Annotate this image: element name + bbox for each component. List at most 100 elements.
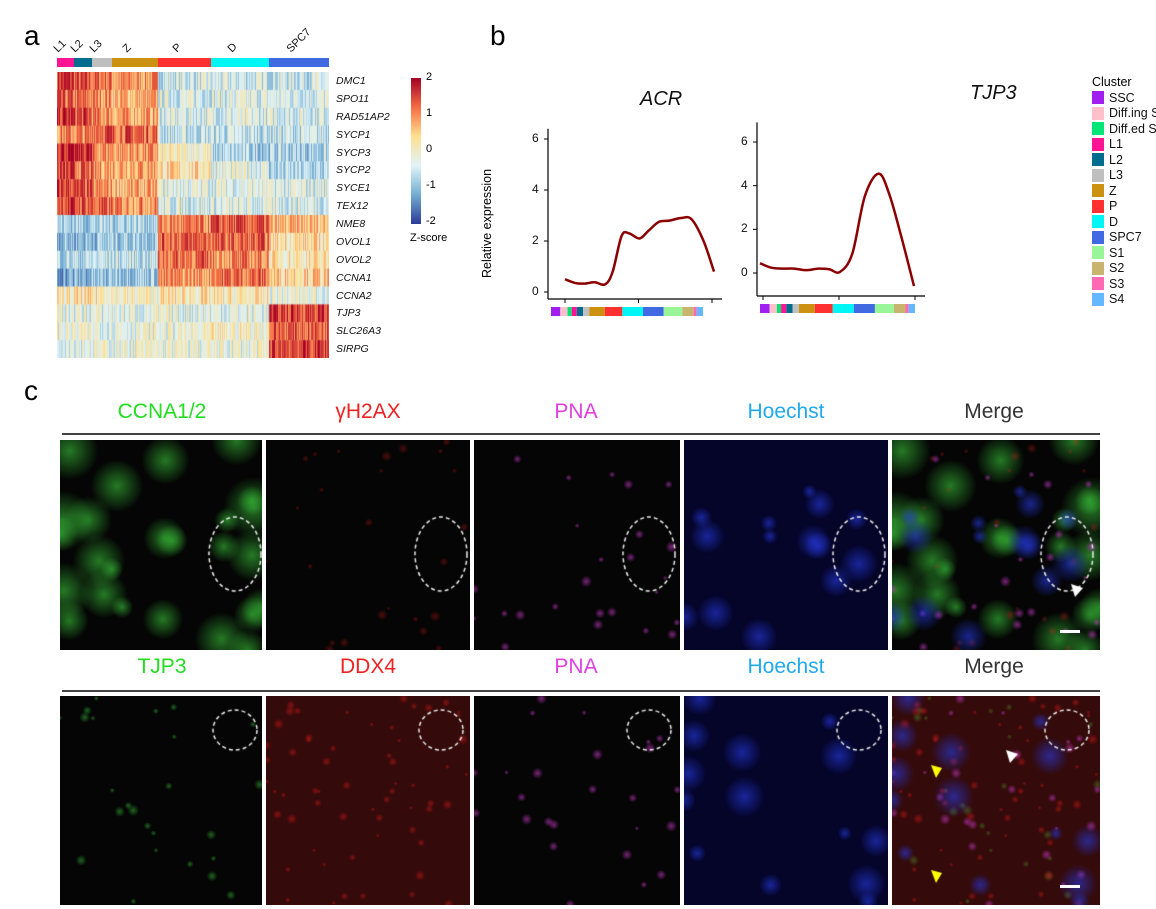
legend-label: S4 [1109, 292, 1125, 307]
chart-title-tjp3: TJP3 [970, 82, 1017, 104]
cluster-bar-spc7 [269, 58, 329, 67]
y-tick-label: 4 [741, 177, 748, 192]
cluster-strip-segment [776, 304, 782, 313]
gene-label: DMC1 [336, 75, 366, 87]
cluster-strip-segment [560, 307, 568, 316]
legend-swatch [1092, 91, 1104, 105]
cluster-bar-z [112, 58, 158, 67]
cluster-strip-segment [893, 304, 906, 313]
legend-item: Diff.ing SPG [1092, 106, 1156, 122]
cluster-strip-segment [799, 304, 815, 313]
cluster-strip-segment [786, 304, 793, 313]
micrograph-image [684, 696, 888, 905]
cluster-strip-segment [814, 304, 833, 313]
legend-swatch [1092, 122, 1104, 136]
legend-label: SPC7 [1109, 230, 1142, 245]
colorbar-title: Z-score [410, 232, 448, 244]
micrograph-image [684, 440, 888, 650]
gene-label: SIRPG [336, 343, 369, 356]
cluster-strip-segment [905, 304, 909, 313]
gene-label: SPO11 [336, 92, 370, 105]
heatmap [57, 72, 329, 358]
channel-label: PNA [554, 655, 598, 678]
micrograph-image [892, 440, 1100, 650]
y-tick-label: 6 [532, 131, 539, 145]
legend-swatch [1092, 168, 1104, 182]
legend-item: S3 [1092, 276, 1156, 292]
micrograph-merge [892, 696, 1100, 905]
legend-swatch [1092, 153, 1104, 167]
scale-bar [1060, 630, 1080, 633]
channel-label: Hoechst [747, 400, 825, 423]
gene-label: CCNA2 [336, 289, 372, 302]
micrograph-ddx4 [266, 696, 470, 905]
legend-label: S1 [1109, 245, 1125, 260]
colorbar-tick: 1 [426, 107, 433, 119]
y-tick-label: 6 [741, 134, 748, 148]
legend-item: Diff.ed SPG [1092, 121, 1156, 137]
cluster-strip-segment [853, 304, 875, 313]
micrograph-hoechst [684, 696, 888, 905]
legend-swatch [1092, 261, 1104, 275]
y-tick-label: 0 [532, 284, 539, 298]
header-divider [62, 433, 1100, 435]
legend-item: L3 [1092, 168, 1156, 184]
cluster-strip-segment [622, 307, 644, 316]
channel-label: TJP3 [137, 655, 187, 678]
cluster-strip-segment [696, 307, 703, 316]
cluster-bar-d [211, 58, 269, 67]
legend-swatch [1092, 215, 1104, 229]
expression-curve [759, 172, 916, 287]
micrograph-pna [474, 696, 680, 905]
cluster-strip-segment [663, 307, 683, 316]
cluster-strip-segment [908, 304, 915, 313]
micrograph-image [266, 696, 470, 905]
cluster-strip-segment [769, 304, 777, 313]
cluster-strip-segment [760, 304, 770, 313]
colorbar-tick: -2 [426, 215, 436, 227]
legend-swatch [1092, 292, 1104, 306]
cluster-bar-l3 [92, 58, 112, 67]
gene-label: RAD51AP2 [336, 110, 390, 123]
legend-label: L2 [1109, 152, 1123, 167]
panel-label-c: c [24, 375, 38, 406]
micrograph-h2ax [266, 440, 470, 650]
colorbar-tick: 2 [426, 71, 433, 83]
legend-item: SSC [1092, 90, 1156, 106]
micrograph-image [60, 440, 262, 650]
cluster-strip-segment [781, 304, 787, 313]
legend-swatch [1092, 230, 1104, 244]
cluster-strip-segment [576, 307, 584, 316]
channel-label: Hoechst [747, 655, 825, 678]
channel-label: CCNA1/2 [117, 400, 207, 423]
legend-label: SSC [1109, 90, 1135, 105]
expression-curve [564, 215, 716, 287]
micrograph-ccna12 [60, 440, 262, 650]
legend-label: S2 [1109, 261, 1125, 276]
gene-label: CCNA1 [336, 271, 372, 284]
y-tick-label: 2 [532, 233, 539, 247]
gene-label: SLC26A3 [336, 325, 381, 338]
channel-label: PNA [554, 400, 598, 423]
legend-label: Z [1109, 183, 1117, 198]
micrograph-image [474, 696, 680, 905]
y-tick-label: 4 [532, 182, 539, 196]
y-tick-label: 2 [741, 221, 748, 236]
cluster-strip-segment [792, 304, 800, 313]
legend-label: S3 [1109, 276, 1125, 291]
gene-label: SYCP2 [336, 164, 371, 177]
panel-label-b: b [490, 20, 506, 51]
legend-label: P [1109, 199, 1118, 214]
legend-swatch [1092, 184, 1104, 198]
gene-label: NME8 [336, 218, 366, 230]
legend-label: L1 [1109, 137, 1123, 152]
micrograph-pna [474, 440, 680, 650]
micrograph-hoechst [684, 440, 888, 650]
micrograph-image [60, 696, 262, 905]
cluster-strip-segment [832, 304, 854, 313]
legend-label: Diff.ed SPG [1109, 121, 1156, 136]
y-axis-label: Relative expression [480, 168, 494, 278]
cluster-strip-segment [583, 307, 590, 316]
